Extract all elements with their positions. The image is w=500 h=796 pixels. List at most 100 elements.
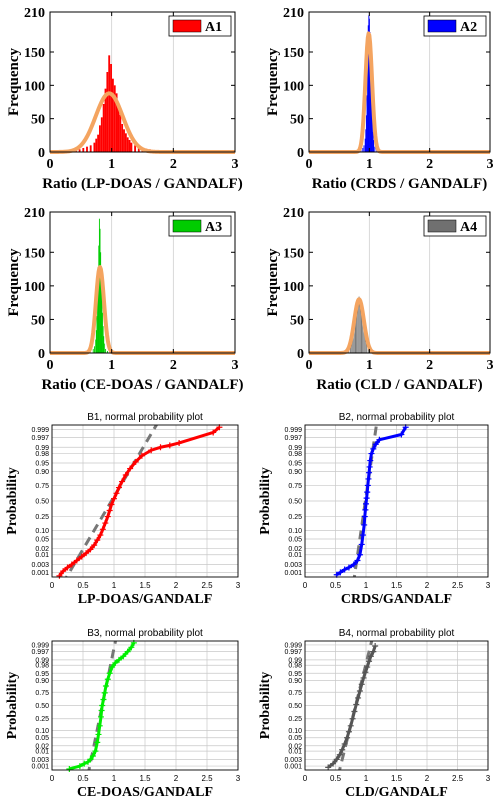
x-tick-label: 3 <box>236 774 241 783</box>
y-tick-label: 100 <box>283 79 304 94</box>
histogram-bar <box>362 316 364 353</box>
y-tick-label: 0.98 <box>288 451 302 458</box>
histogram-bar <box>119 114 122 152</box>
y-tick-label: 0.10 <box>288 728 302 735</box>
x-tick-label: 0.5 <box>77 581 89 590</box>
histogram-bar <box>124 133 127 152</box>
histogram-panel-a4: 0 1 2 3 0 50 100 150 210 Ratio (CLD / GANDALF) Fre… <box>265 206 494 393</box>
y-axis-label: Probability <box>258 467 273 534</box>
y-tick-label: 0.25 <box>288 514 302 521</box>
y-tick-label: 0.997 <box>284 435 302 442</box>
data-point-band <box>327 645 377 769</box>
y-tick-label: 0.10 <box>35 528 49 535</box>
y-tick-label: 0.001 <box>284 764 302 771</box>
y-tick-label: 0.50 <box>35 499 49 506</box>
x-tick-label: 3 <box>486 581 491 590</box>
y-tick-label: 0.99 <box>288 657 302 664</box>
y-tick-label: 0.50 <box>35 703 49 710</box>
x-tick-label: 2 <box>170 358 177 373</box>
histogram-bar <box>353 328 355 353</box>
x-tick-label: 3 <box>487 157 494 172</box>
data-point-band <box>335 426 407 577</box>
x-tick-label: 2 <box>426 358 433 373</box>
y-tick-label: 0.10 <box>288 528 302 535</box>
x-tick-label: 1 <box>108 358 115 373</box>
y-tick-label: 0.01 <box>35 552 49 559</box>
histogram-bar <box>128 140 131 152</box>
y-tick-label: 0.99 <box>288 445 302 452</box>
data-point-band <box>58 426 221 577</box>
histogram-bar <box>108 55 111 153</box>
y-axis-label: Frequency <box>265 248 281 317</box>
histogram-bar <box>100 117 103 152</box>
y-tick-label: 210 <box>283 6 304 21</box>
histogram-bar <box>78 149 81 152</box>
histogram-bar <box>82 148 85 152</box>
histogram-bar <box>98 245 100 353</box>
x-tick-label: 2 <box>174 774 179 783</box>
histogram-bar <box>351 342 353 353</box>
histogram-bar <box>89 145 92 152</box>
histogram-bar <box>99 125 101 152</box>
histogram-bar <box>355 319 356 353</box>
x-tick-label: 1 <box>112 581 117 590</box>
y-tick-label: 0.99 <box>35 657 49 664</box>
x-tick-label: 1 <box>108 157 115 172</box>
y-tick-label: 0.997 <box>31 435 49 442</box>
y-tick-label: 0.997 <box>284 649 302 656</box>
y-tick-label: 150 <box>283 246 304 261</box>
y-tick-label: 0.25 <box>35 514 49 521</box>
y-tick-label: 50 <box>290 113 304 128</box>
histogram-bar <box>370 52 372 152</box>
x-axis-label: CE-DOAS/GANDALF <box>77 785 213 796</box>
histogram-bar <box>359 299 361 353</box>
x-tick-label: 3 <box>487 358 494 373</box>
histogram-bar <box>92 348 94 353</box>
y-tick-label: 0.25 <box>35 716 49 723</box>
histogram-bar <box>367 25 369 152</box>
axes-frame <box>49 11 236 153</box>
histogram-bar <box>373 140 375 152</box>
histogram-bar <box>363 145 365 152</box>
x-tick-label: 2 <box>425 774 430 783</box>
histogram-bar <box>367 58 369 152</box>
axes-frame <box>49 211 236 354</box>
y-tick-label: 0 <box>38 146 45 161</box>
histogram-bar <box>364 138 366 152</box>
histogram-bar <box>94 346 95 353</box>
data-point-band <box>68 642 136 771</box>
y-tick-label: 0.003 <box>284 757 302 764</box>
y-tick-label: 50 <box>31 113 45 128</box>
x-tick-label: 0.5 <box>77 774 89 783</box>
y-tick-label: 210 <box>283 206 304 221</box>
histogram-bar <box>106 350 108 353</box>
chart-title: B2, normal probability plot <box>339 412 455 423</box>
legend-swatch <box>427 19 457 33</box>
histogram-bar <box>98 218 100 353</box>
x-axis-label: Ratio (LP-DOAS / GANDALF) <box>42 176 242 192</box>
axes-frame <box>304 640 489 771</box>
y-tick-label: 150 <box>24 46 45 61</box>
y-tick-label: 0 <box>297 347 304 362</box>
histogram-bar <box>110 64 112 152</box>
axes-frame <box>308 211 491 354</box>
y-tick-label: 0.02 <box>35 743 49 750</box>
y-tick-label: 100 <box>283 280 304 295</box>
histogram-bar <box>95 330 97 353</box>
x-tick-label: 2.5 <box>452 581 464 590</box>
legend-swatch <box>172 219 202 233</box>
histogram-bar <box>368 18 370 152</box>
histogram-bar <box>102 104 105 152</box>
normal-reference-line <box>338 641 374 770</box>
x-tick-label: 0 <box>47 358 54 373</box>
axes-frame <box>51 640 239 771</box>
histogram-panel-a2: 0 1 2 3 0 50 100 150 210 Ratio (CRDS / GANDALF) Fr… <box>265 6 494 192</box>
y-tick-label: 0.75 <box>288 690 302 697</box>
histogram-bar <box>360 150 362 152</box>
y-axis-label: Frequency <box>265 47 281 116</box>
x-tick-label: 0 <box>50 581 55 590</box>
x-axis-label: CRDS/GANDALF <box>341 592 452 607</box>
y-tick-label: 0.997 <box>31 649 49 656</box>
